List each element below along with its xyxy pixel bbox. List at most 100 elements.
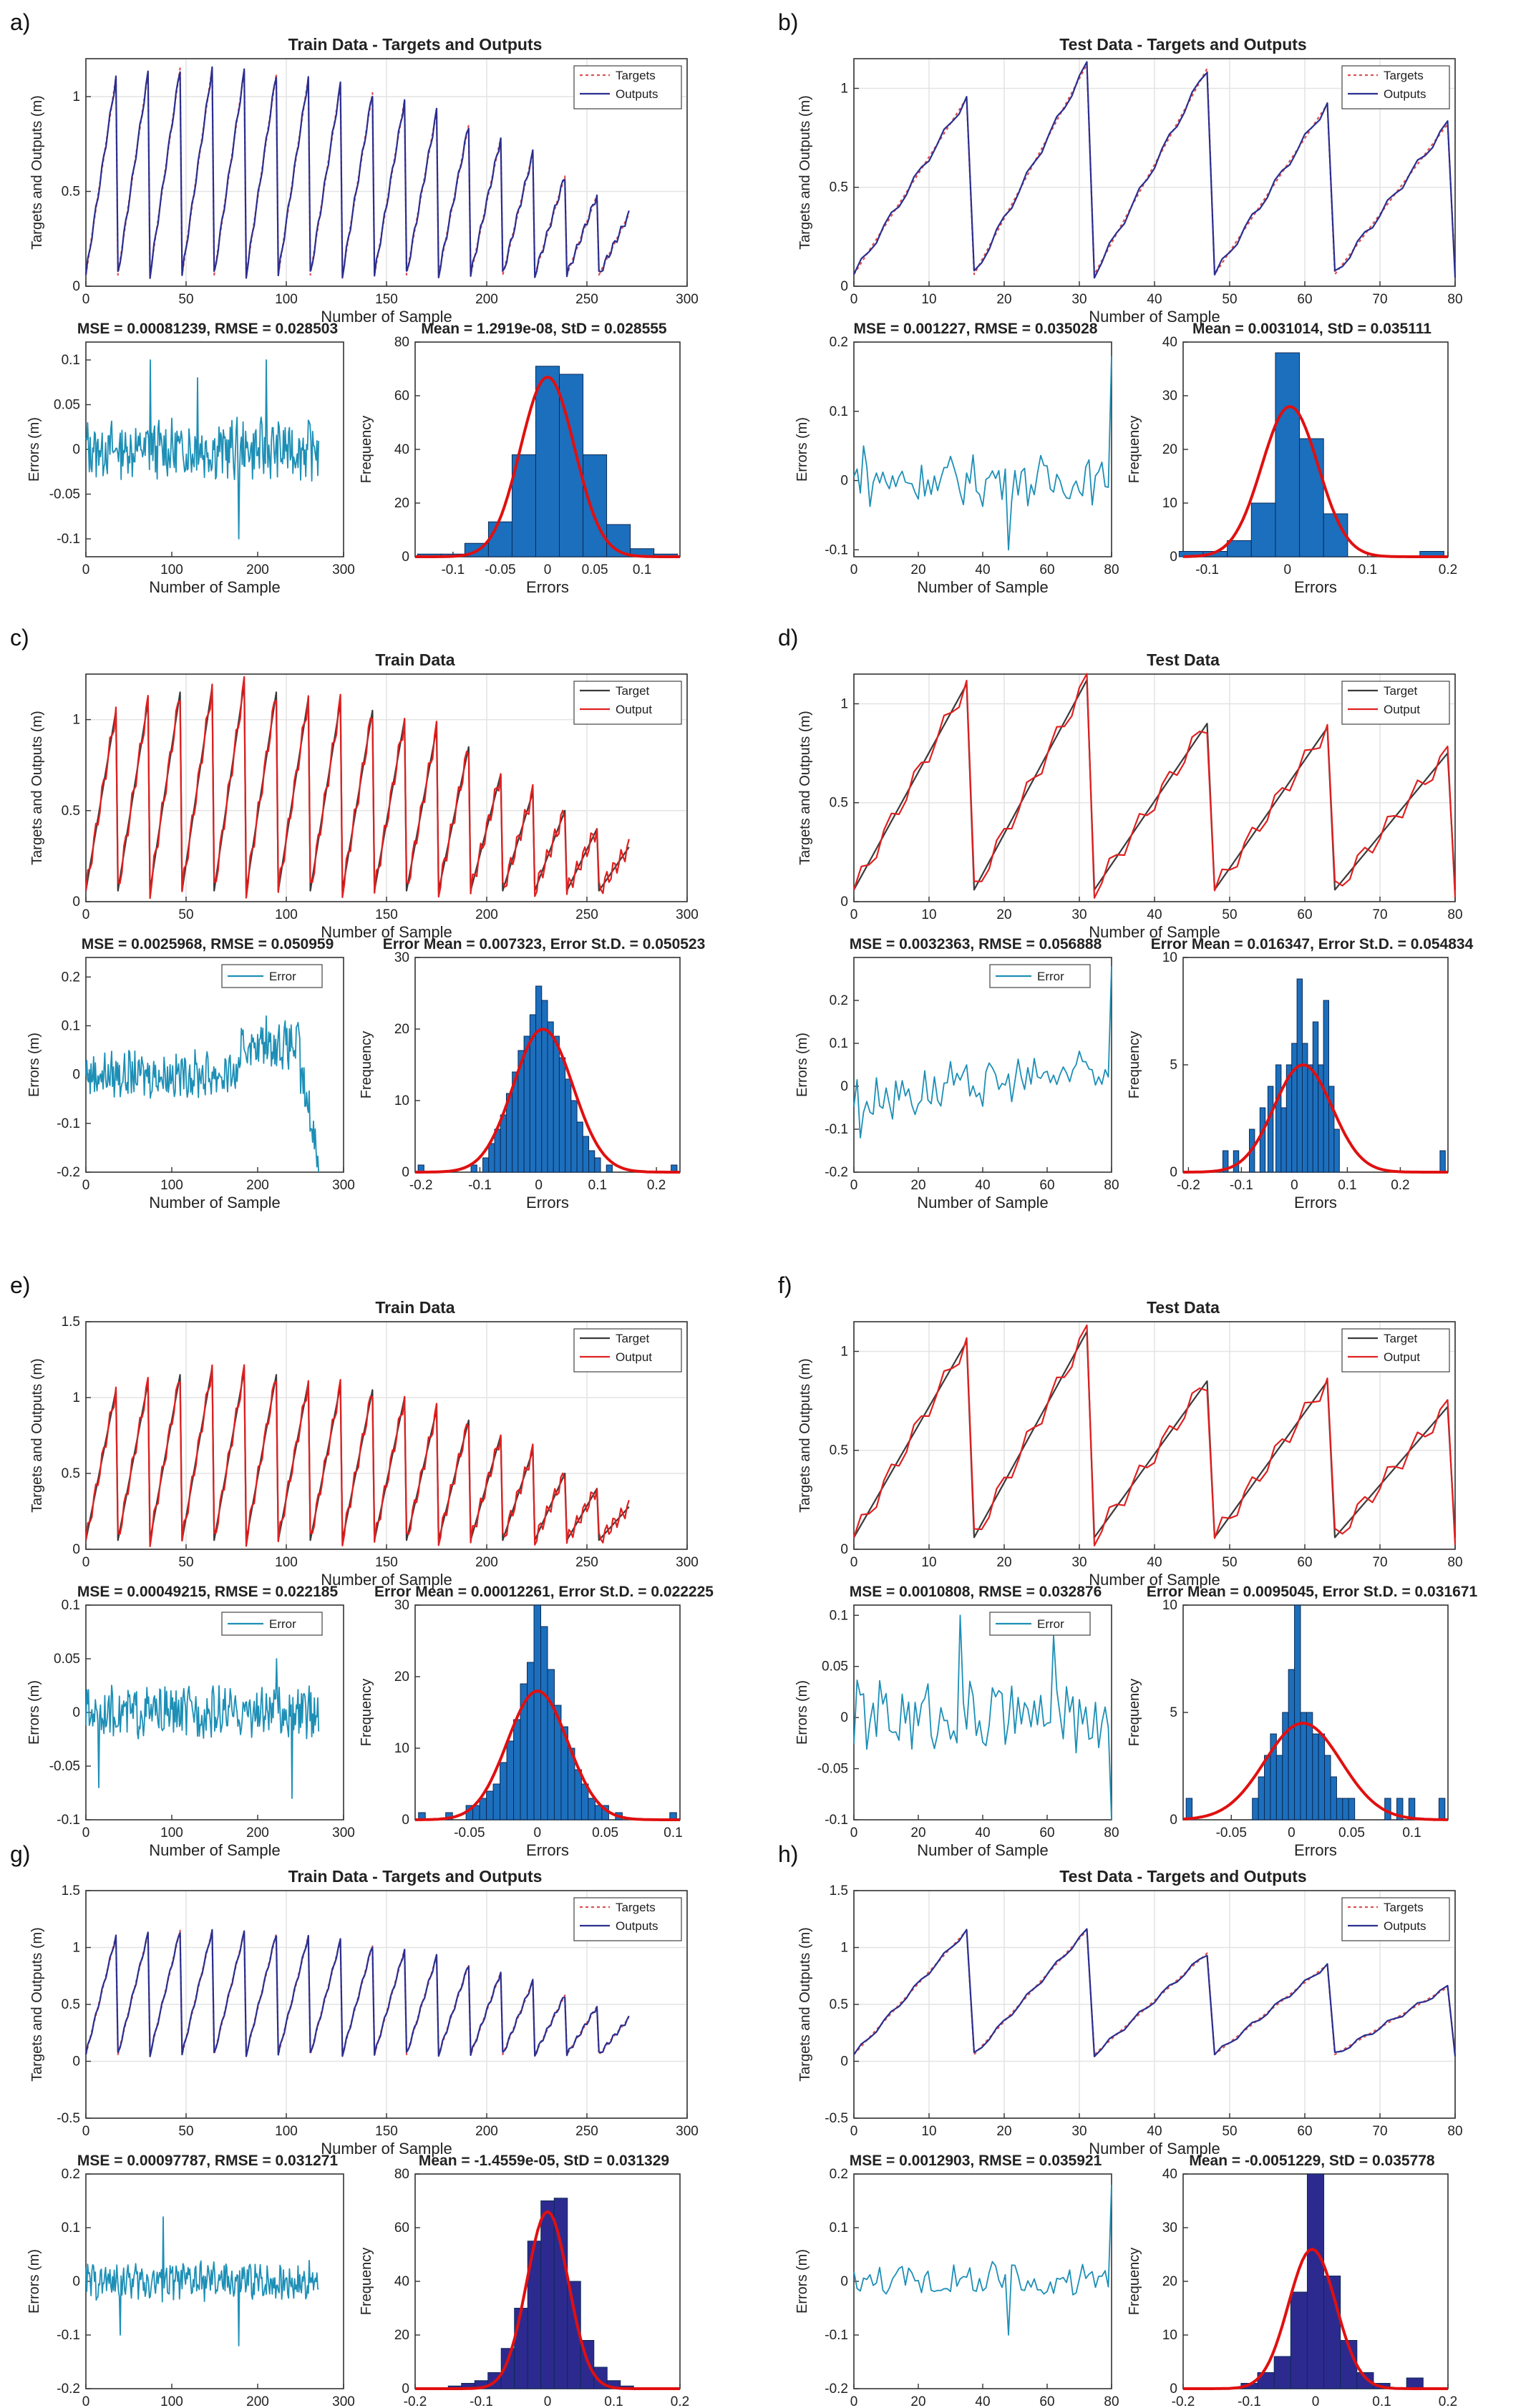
error-legend: Error: [221, 964, 323, 988]
x-tick-label: 30: [1071, 292, 1087, 307]
histogram-plot: -0.1 0 0.1 0.2 0 10 20 30 40 Errors Frequency: [1127, 335, 1457, 596]
x-tick-label: 50: [178, 907, 193, 922]
normal-fit-curve: [1183, 2248, 1448, 2390]
legend-label: Target: [616, 684, 650, 698]
y-tick-label: 5: [1170, 1705, 1177, 1720]
y-axis-label: Frequency: [359, 2248, 374, 2316]
y-axis-label: Targets and Outputs (m): [797, 1927, 813, 2082]
error-stats-title: MSE = 0.00049215, RMSE = 0.022185: [77, 1584, 339, 1600]
error-legend: Error: [221, 1612, 323, 1636]
x-axis-label: Number of Sample: [321, 1571, 452, 1589]
histogram-bar: [1438, 1798, 1446, 1820]
y-tick-label: -0.5: [57, 2111, 80, 2126]
x-tick-label: 60: [1297, 292, 1312, 307]
legend-box: [573, 1897, 682, 1941]
y-axis-label: Targets and Outputs (m): [29, 1358, 45, 1513]
histogram-bar: [1306, 2173, 1325, 2389]
y-tick-label: 1: [840, 1941, 848, 1956]
histogram-bar: [547, 1669, 555, 1820]
y-tick-label: 20: [1162, 2274, 1177, 2289]
y-tick-label: 1.5: [62, 1883, 80, 1898]
legend-label: Target: [1384, 684, 1418, 698]
histogram-bar: [1324, 1755, 1331, 1820]
x-tick-label: 20: [996, 2124, 1011, 2139]
histogram-bar: [1323, 513, 1348, 557]
x-tick-label: 0: [533, 1826, 541, 1841]
x-tick-label: 300: [676, 2124, 699, 2139]
x-tick-label: 300: [332, 1178, 355, 1193]
histogram-bar: [1250, 502, 1276, 557]
y-tick-label: 0.2: [830, 335, 848, 350]
y-tick-label: -0.05: [49, 487, 80, 502]
y-tick-label: 1.5: [62, 1315, 80, 1330]
legend-box: [573, 1328, 682, 1373]
error-stats-title: MSE = 0.001227, RMSE = 0.035028: [854, 321, 1098, 337]
y-tick-label: 1.5: [830, 1883, 848, 1898]
y-tick-label: 0: [72, 2054, 80, 2070]
histogram-bar: [547, 1021, 554, 1173]
histogram-bar: [574, 1769, 582, 1820]
x-tick-label: 0.1: [1358, 562, 1377, 577]
histogram-bar: [527, 1662, 535, 1820]
y-tick-label: 1: [840, 696, 848, 711]
x-tick-label: 0: [544, 562, 552, 577]
x-tick-label: 0: [850, 562, 858, 577]
x-axis-label: Number of Sample: [321, 923, 452, 941]
x-tick-label: -0.1: [1195, 562, 1219, 577]
x-tick-label: 0.2: [1439, 2394, 1457, 2408]
y-tick-label: 0.5: [830, 180, 848, 195]
x-tick-label: 250: [575, 1555, 598, 1570]
x-tick-label: 250: [575, 907, 598, 922]
y-tick-label: -0.05: [49, 1759, 80, 1774]
error-plot: 0 100 200 300 -0.1 -0.05 0 0.05 0.1 Number of Sam…: [26, 341, 355, 596]
y-tick-label: 0.2: [62, 970, 80, 985]
legend-box: [1341, 65, 1450, 109]
y-tick-label: 0.2: [830, 2167, 848, 2182]
y-tick-label: 60: [394, 389, 409, 404]
histogram-bar: [533, 1604, 542, 1820]
x-tick-label: 80: [1104, 2394, 1119, 2408]
histogram-plot: -0.2 -0.1 0 0.1 0.2 0 10 20 30 Errors Frequency: [359, 950, 681, 1212]
y-axis-label: Targets and Outputs (m): [29, 1927, 45, 2082]
x-axis-label: Number of Sample: [1089, 1571, 1220, 1589]
y-tick-label: 1: [72, 1390, 80, 1405]
x-tick-label: 200: [246, 1178, 269, 1193]
error-series: [85, 359, 320, 540]
y-tick-label: 40: [394, 442, 409, 457]
histogram-bar: [513, 1719, 521, 1820]
x-axis-label: Number of Sample: [1089, 308, 1220, 326]
y-tick-label: -0.05: [817, 1762, 848, 1777]
x-tick-label: 0: [82, 1826, 90, 1841]
y-tick-label: 0.1: [830, 2221, 848, 2236]
histogram-bar: [1348, 1798, 1356, 1820]
x-tick-label: 150: [375, 2124, 398, 2139]
x-tick-label: 0: [850, 1826, 858, 1841]
histogram-bar: [565, 1078, 572, 1173]
y-tick-label: 30: [1162, 2221, 1177, 2236]
histogram-bar: [1300, 1712, 1307, 1820]
y-tick-label: 20: [394, 2328, 409, 2343]
y-tick-label: 0: [72, 279, 80, 294]
x-tick-label: 100: [160, 1178, 183, 1193]
error-stats-title: MSE = 0.0032363, RMSE = 0.056888: [850, 936, 1102, 952]
histogram-bar: [1259, 1107, 1266, 1173]
x-tick-label: 80: [1104, 1178, 1119, 1193]
histogram-stats-title: Mean = -0.0051229, StD = 0.035778: [1189, 2153, 1435, 2169]
x-tick-label: 0.1: [633, 562, 651, 577]
x-tick-label: 40: [975, 1178, 990, 1193]
y-tick-label: 1: [72, 1941, 80, 1956]
histogram-bar: [1273, 2356, 1291, 2389]
legend-label: Output: [1384, 1350, 1420, 1364]
histogram-bar: [570, 1100, 578, 1173]
x-tick-label: 0: [82, 1178, 90, 1193]
x-tick-label: -0.05: [485, 562, 515, 577]
x-tick-label: 0.05: [582, 562, 608, 577]
histogram-plot: -0.2-0.100.10.2020406080ErrorsFrequency: [359, 2167, 689, 2408]
x-tick-label: 20: [910, 1826, 925, 1841]
x-tick-label: 300: [676, 292, 699, 307]
histogram-bar: [1267, 1086, 1274, 1173]
